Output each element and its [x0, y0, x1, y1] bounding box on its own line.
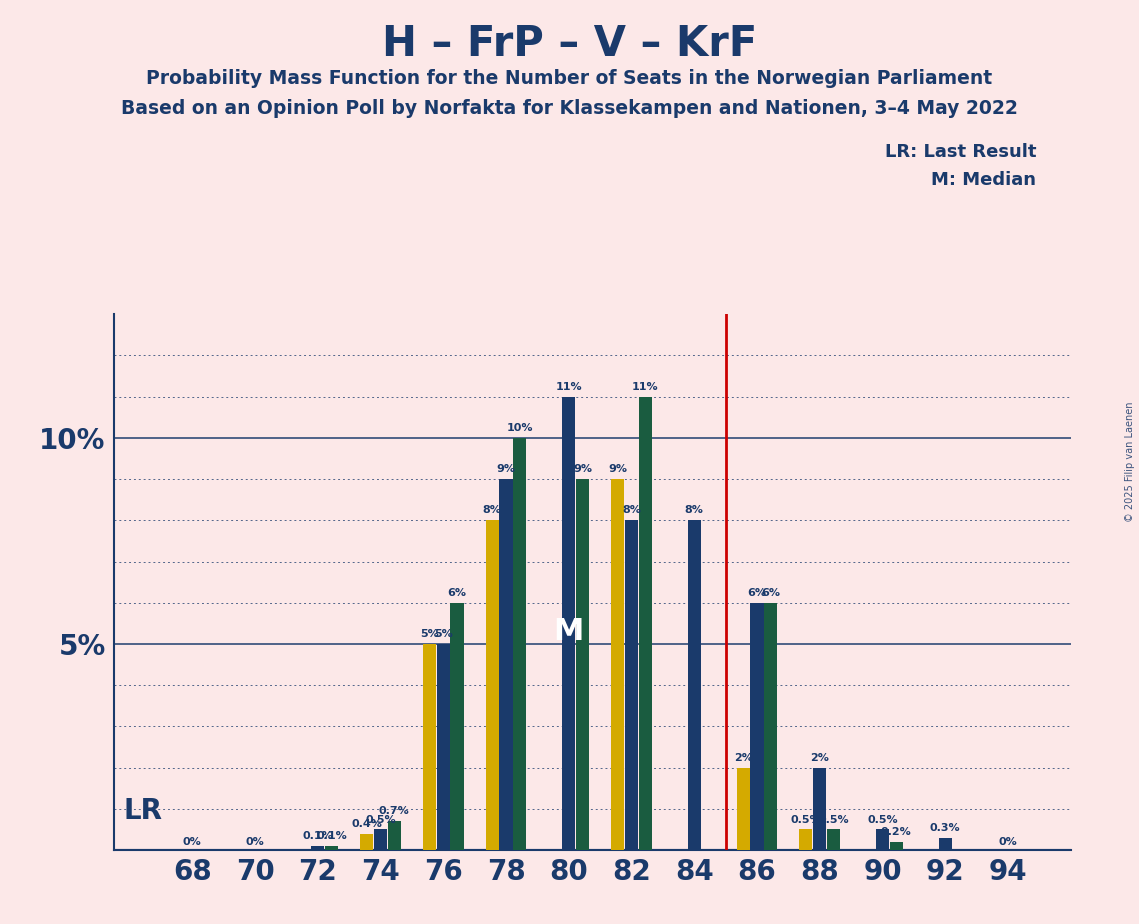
Text: 9%: 9%	[497, 464, 516, 474]
Text: © 2025 Filip van Laenen: © 2025 Filip van Laenen	[1125, 402, 1134, 522]
Bar	[325, 846, 338, 850]
Text: 0.1%: 0.1%	[303, 831, 334, 841]
Bar	[612, 479, 624, 850]
Bar	[939, 838, 952, 850]
Text: 0.7%: 0.7%	[379, 807, 410, 816]
Text: 8%: 8%	[483, 505, 501, 516]
Text: 6%: 6%	[761, 588, 780, 598]
Bar	[423, 644, 436, 850]
Text: 0.5%: 0.5%	[818, 815, 849, 824]
Text: 0%: 0%	[183, 837, 202, 846]
Text: LR: LR	[123, 797, 163, 825]
Bar	[688, 520, 700, 850]
Text: 5%: 5%	[420, 629, 439, 639]
Text: 9%: 9%	[608, 464, 628, 474]
Text: 0.5%: 0.5%	[790, 815, 821, 824]
Bar	[311, 846, 325, 850]
Bar	[576, 479, 589, 850]
Bar	[514, 438, 526, 850]
Bar	[751, 602, 763, 850]
Bar	[813, 768, 826, 850]
Text: 0.3%: 0.3%	[929, 822, 960, 833]
Bar	[563, 396, 575, 850]
Bar	[764, 602, 777, 850]
Text: 0.1%: 0.1%	[317, 831, 347, 841]
Bar	[876, 830, 890, 850]
Text: 6%: 6%	[448, 588, 467, 598]
Text: 2%: 2%	[734, 753, 753, 762]
Bar	[387, 821, 401, 850]
Text: 0.5%: 0.5%	[867, 815, 898, 824]
Text: 8%: 8%	[685, 505, 704, 516]
Text: 0.4%: 0.4%	[351, 819, 383, 829]
Text: 0%: 0%	[999, 837, 1017, 846]
Bar	[827, 830, 841, 850]
Bar	[374, 830, 387, 850]
Text: 0.5%: 0.5%	[366, 815, 396, 824]
Bar	[360, 833, 374, 850]
Text: 11%: 11%	[632, 382, 658, 392]
Bar	[485, 520, 499, 850]
Bar	[800, 830, 812, 850]
Text: 11%: 11%	[556, 382, 582, 392]
Bar	[499, 479, 513, 850]
Text: Probability Mass Function for the Number of Seats in the Norwegian Parliament: Probability Mass Function for the Number…	[147, 69, 992, 89]
Text: Based on an Opinion Poll by Norfakta for Klassekampen and Nationen, 3–4 May 2022: Based on an Opinion Poll by Norfakta for…	[121, 99, 1018, 118]
Bar	[436, 644, 450, 850]
Text: 5%: 5%	[434, 629, 452, 639]
Text: 10%: 10%	[507, 423, 533, 432]
Text: M: Median: M: Median	[932, 171, 1036, 188]
Text: LR: Last Result: LR: Last Result	[885, 143, 1036, 161]
Bar	[639, 396, 652, 850]
Text: 8%: 8%	[622, 505, 641, 516]
Bar	[625, 520, 638, 850]
Text: 0.2%: 0.2%	[880, 827, 911, 837]
Text: 0%: 0%	[246, 837, 264, 846]
Text: 2%: 2%	[810, 753, 829, 762]
Text: 9%: 9%	[573, 464, 592, 474]
Text: M: M	[554, 617, 584, 646]
Bar	[890, 842, 903, 850]
Bar	[737, 768, 749, 850]
Text: 6%: 6%	[747, 588, 767, 598]
Bar	[451, 602, 464, 850]
Text: H – FrP – V – KrF: H – FrP – V – KrF	[382, 23, 757, 65]
